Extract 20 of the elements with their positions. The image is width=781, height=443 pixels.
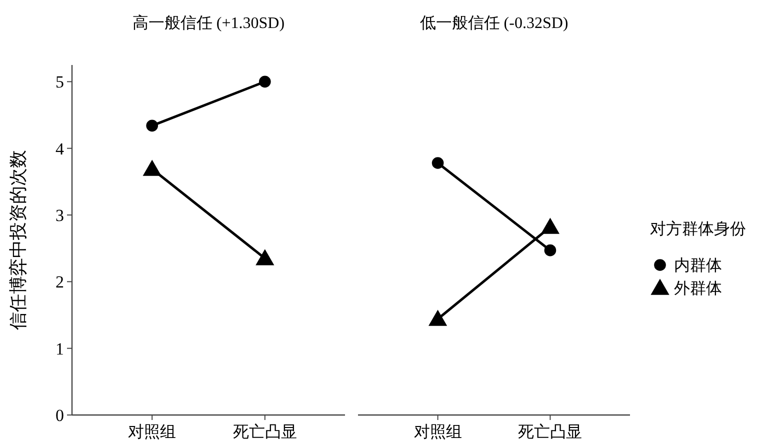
y-tick-label: 2: [56, 272, 64, 292]
y-tick-label: 1: [56, 339, 64, 358]
x-tick-label: 死亡凸显: [232, 423, 297, 441]
y-tick-label: 4: [56, 139, 64, 158]
x-tick-label: 死亡凸显: [518, 423, 582, 441]
point: [432, 157, 444, 169]
legend-label: 内群体: [674, 256, 722, 275]
point: [146, 120, 158, 132]
x-tick-label: 对照组: [128, 423, 176, 441]
x-tick-label: 对照组: [414, 423, 462, 441]
point: [258, 76, 271, 88]
y-tick-label: 0: [56, 406, 64, 425]
y-tick-label: 3: [56, 206, 64, 225]
legend-label: 外群体: [674, 280, 722, 298]
chart-title: 低一般信任 (-0.32SD): [420, 15, 568, 32]
y-axis-title: 信任博弈中投资的次数: [8, 150, 28, 330]
y-tick-label: 5: [56, 72, 64, 92]
legend-title: 对方群体身份: [650, 220, 746, 238]
chart-title: 高一般信任 (+1.30SD): [132, 14, 285, 32]
point: [544, 244, 556, 256]
